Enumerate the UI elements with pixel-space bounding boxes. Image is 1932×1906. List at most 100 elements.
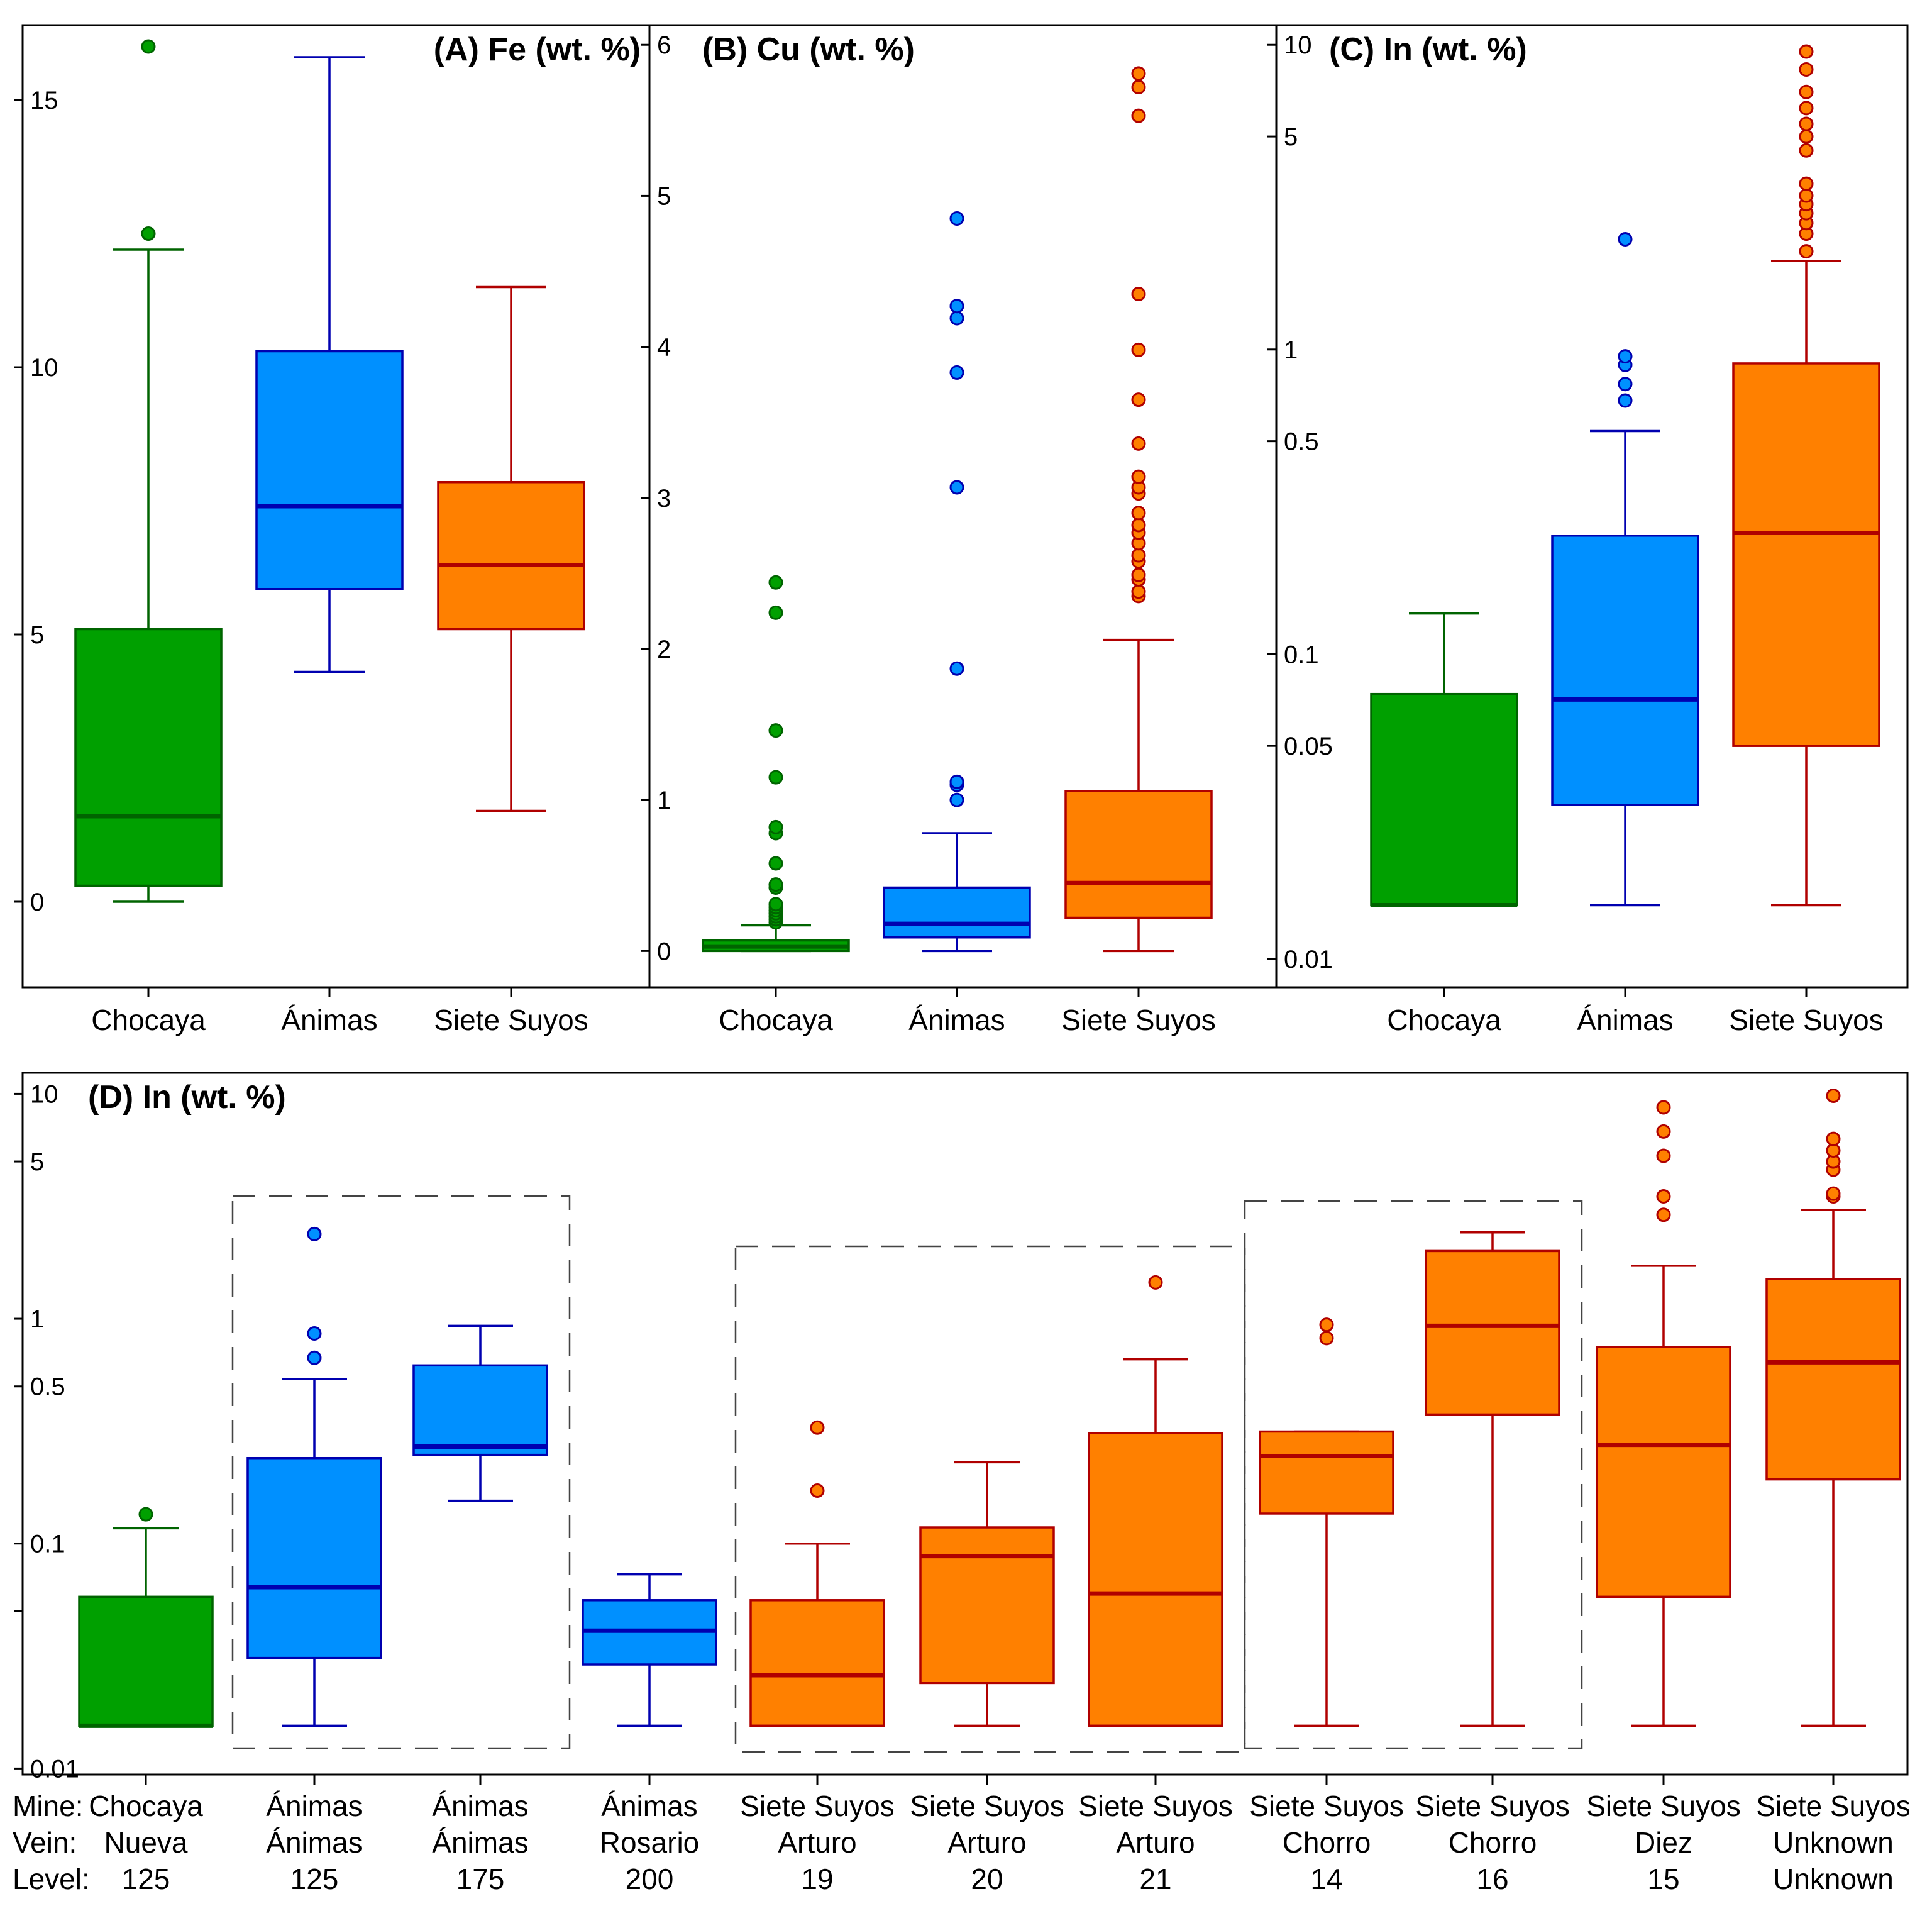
iqr-box [1425,1249,1560,1416]
outlier-point [949,661,964,676]
y-tick-label: 15 [30,87,58,114]
iqr-box [1064,790,1213,919]
outlier-point [1799,84,1814,99]
box-chocaya [1370,612,1518,908]
outlier-point [1799,116,1814,131]
outlier-point [1799,44,1814,59]
x-category-level: 15 [1647,1863,1679,1895]
outlier-point [810,1420,825,1435]
outlier-point [1618,393,1633,408]
y-tick-label: 0 [657,938,671,965]
outlier-point [1799,129,1814,144]
outlier-point [1131,392,1146,407]
panel-title: (C) In (wt. %) [1329,31,1527,68]
outlier-point [1618,232,1633,247]
x-category-mine: Siete Suyos [1586,1790,1740,1822]
x-category-vein: Nueva [104,1826,188,1859]
iqr-box [1088,1432,1223,1727]
box-animas [246,1226,382,1727]
outlier-point [1131,567,1146,582]
outlier-point [1656,1100,1671,1115]
x-category-level: 125 [290,1863,339,1895]
box-animas [255,56,404,673]
y-tick-label: 0 [30,889,44,916]
x-category-label: Ánimas [281,1004,377,1036]
outlier-point [1826,1186,1841,1201]
x-category-level: 14 [1310,1863,1342,1895]
outlier-point [768,605,783,620]
outlier-point [1131,108,1146,123]
x-category-vein: Arturo [1116,1826,1195,1859]
box-siete [1259,1317,1394,1727]
y-tick-label: 5 [1284,123,1298,151]
x-category-label: Chocaya [91,1004,206,1036]
x-category-vein: Chorro [1449,1826,1537,1859]
x-category-label: Chocaya [1387,1004,1501,1036]
outlier-point [1319,1331,1334,1346]
y-tick-label: 3 [657,485,671,513]
box-siete [1064,66,1213,953]
outlier-point [1131,548,1146,563]
outlier-point [949,311,964,326]
x-category-mine: Ánimas [266,1790,362,1822]
iqr-box [437,481,585,631]
x-category-level: 200 [626,1863,674,1895]
box-animas [412,1324,548,1502]
x-category-level: Unknown [1773,1863,1894,1895]
box-siete [749,1420,885,1727]
box-siete [1596,1100,1731,1727]
outlier-point [949,774,964,789]
y-tick-label: 10 [1284,31,1312,59]
x-category-mine: Siete Suyos [1415,1790,1569,1822]
x-category-vein: Rosario [600,1826,700,1859]
outlier-point [949,365,964,380]
panel-title: (A) Fe (wt. %) [434,31,641,68]
outlier-point [768,819,783,834]
outlier-point [1131,518,1146,533]
x-category-level: 20 [971,1863,1003,1895]
outlier-point [1319,1317,1334,1333]
iqr-box [1765,1278,1901,1481]
outlier-point [949,299,964,314]
iqr-box [255,350,404,590]
x-category-mine: Ánimas [601,1790,697,1822]
outlier-point [1656,1188,1671,1204]
outlier-point [1131,342,1146,357]
y-tick-label: 5 [657,182,671,210]
panel-b-cu: 0 1 2 3 4 5 6 (B) Cu (wt. %) Chocaya Ánimas Siete … [641,24,1278,1036]
x-category-level: 21 [1139,1863,1171,1895]
x-category-mine: Siete Suyos [1756,1790,1910,1822]
y-tick-label: 6 [657,31,671,59]
outlier-point [1799,101,1814,116]
x-category-label: Ánimas [1577,1004,1673,1036]
outlier-point [1131,436,1146,451]
iqr-box [919,1526,1055,1685]
box-siete [1732,44,1880,907]
x-category-mine: Siete Suyos [1078,1790,1232,1822]
outlier-point [949,480,964,495]
outlier-point [1826,1089,1841,1104]
x-category-label: Siete Suyos [1729,1004,1883,1036]
x-category-mine: Siete Suyos [1249,1790,1403,1822]
x-category-label: Siete Suyos [434,1004,588,1036]
x-category-level: 19 [801,1863,833,1895]
outlier-point [141,39,156,54]
outlier-point [307,1326,322,1341]
box-chocaya [74,39,223,903]
x-category-vein: Chorro [1283,1826,1371,1859]
plot-frame [1275,24,1909,989]
outlier-point [768,575,783,590]
grouping-box [1244,1200,1583,1749]
x-category-vein: Ánimas [266,1826,362,1859]
row-label: Mine: [13,1790,83,1822]
y-tick-label: 5 [30,1148,44,1176]
x-category-mine: Chocaya [89,1790,203,1822]
y-tick-label: 0.01 [30,1755,79,1783]
outlier-point [949,792,964,807]
outlier-point [768,770,783,785]
x-category-mine: Ánimas [432,1790,528,1822]
panel-title: (B) Cu (wt. %) [702,31,915,68]
panel-title: (D) In (wt. %) [88,1079,286,1116]
